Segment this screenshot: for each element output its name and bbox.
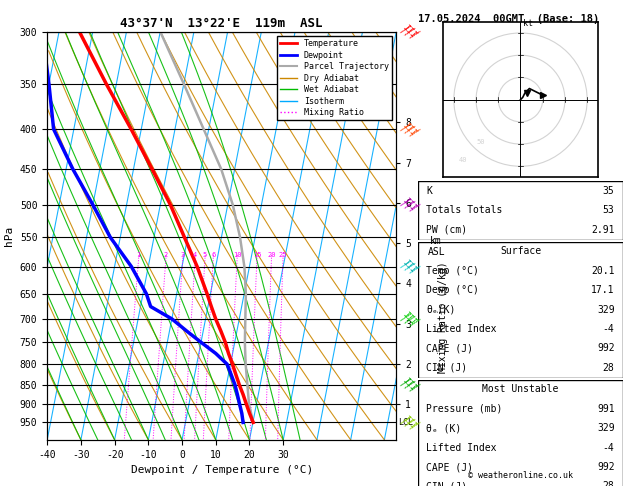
Text: © weatheronline.co.uk: © weatheronline.co.uk <box>468 471 573 480</box>
Text: Most Unstable: Most Unstable <box>482 384 559 394</box>
Text: 4: 4 <box>193 252 198 258</box>
Text: CIN (J): CIN (J) <box>426 482 467 486</box>
Y-axis label: km
ASL: km ASL <box>427 236 445 257</box>
Text: 20.1: 20.1 <box>591 266 615 276</box>
Text: 50: 50 <box>476 139 484 145</box>
Text: Lifted Index: Lifted Index <box>426 443 497 452</box>
Text: Lifted Index: Lifted Index <box>426 324 497 334</box>
Text: CIN (J): CIN (J) <box>426 363 467 373</box>
X-axis label: Dewpoint / Temperature (°C): Dewpoint / Temperature (°C) <box>131 465 313 475</box>
Text: 53: 53 <box>603 206 615 215</box>
Text: III: III <box>401 196 418 213</box>
Text: 25: 25 <box>279 252 287 258</box>
Text: 5: 5 <box>203 252 207 258</box>
Legend: Temperature, Dewpoint, Parcel Trajectory, Dry Adiabat, Wet Adiabat, Isotherm, Mi: Temperature, Dewpoint, Parcel Trajectory… <box>277 36 392 121</box>
Text: III: III <box>401 414 418 431</box>
Text: 329: 329 <box>597 423 615 433</box>
Text: 10: 10 <box>233 252 242 258</box>
Text: ╱╱╱: ╱╱╱ <box>399 195 421 214</box>
Text: III: III <box>401 121 418 138</box>
Text: 28: 28 <box>603 363 615 373</box>
Text: 15: 15 <box>253 252 261 258</box>
Text: θₑ(K): θₑ(K) <box>426 305 456 314</box>
Text: ╱╱╱: ╱╱╱ <box>399 375 421 394</box>
Text: Surface: Surface <box>500 246 541 256</box>
Text: 40: 40 <box>459 157 467 163</box>
Text: 20: 20 <box>267 252 276 258</box>
Text: Temp (°C): Temp (°C) <box>426 266 479 276</box>
Text: kt: kt <box>523 19 533 28</box>
Text: 2.91: 2.91 <box>591 225 615 235</box>
Text: 991: 991 <box>597 404 615 414</box>
Text: θₑ (K): θₑ (K) <box>426 423 462 433</box>
Text: PW (cm): PW (cm) <box>426 225 467 235</box>
Text: -4: -4 <box>603 443 615 452</box>
Text: CAPE (J): CAPE (J) <box>426 462 474 472</box>
Text: 28: 28 <box>603 482 615 486</box>
Text: III: III <box>401 23 418 40</box>
Text: Pressure (mb): Pressure (mb) <box>426 404 503 414</box>
Text: 992: 992 <box>597 344 615 353</box>
Text: ╱╱╱: ╱╱╱ <box>399 120 421 139</box>
Text: ╱╱╱: ╱╱╱ <box>399 413 421 432</box>
Text: ╱╱╱: ╱╱╱ <box>399 310 421 329</box>
Title: 43°37'N  13°22'E  119m  ASL: 43°37'N 13°22'E 119m ASL <box>121 17 323 31</box>
Text: LCL: LCL <box>398 418 413 427</box>
Text: 992: 992 <box>597 462 615 472</box>
Text: III: III <box>401 376 418 393</box>
Text: -4: -4 <box>603 324 615 334</box>
Text: Dewp (°C): Dewp (°C) <box>426 285 479 295</box>
Y-axis label: hPa: hPa <box>4 226 14 246</box>
Text: 17.05.2024  00GMT  (Base: 18): 17.05.2024 00GMT (Base: 18) <box>418 14 599 24</box>
Text: 1: 1 <box>136 252 141 258</box>
Text: K: K <box>426 186 432 196</box>
Text: 35: 35 <box>603 186 615 196</box>
Text: 17.1: 17.1 <box>591 285 615 295</box>
Text: 6: 6 <box>211 252 215 258</box>
Text: ╱╱╱: ╱╱╱ <box>399 257 421 276</box>
Text: Mixing Ratio (g/kg): Mixing Ratio (g/kg) <box>438 261 448 373</box>
Text: III: III <box>401 258 418 275</box>
Text: ╱╱╱: ╱╱╱ <box>399 22 421 41</box>
Text: 3: 3 <box>181 252 185 258</box>
Text: CAPE (J): CAPE (J) <box>426 344 474 353</box>
Text: 2: 2 <box>164 252 168 258</box>
Text: 329: 329 <box>597 305 615 314</box>
Text: III: III <box>401 311 418 328</box>
Text: Totals Totals: Totals Totals <box>426 206 503 215</box>
